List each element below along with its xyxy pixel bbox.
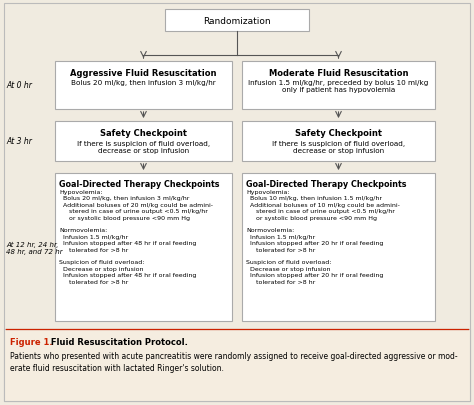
FancyBboxPatch shape: [4, 4, 470, 401]
Text: Patients who presented with acute pancreatitis were randomly assigned to receive: Patients who presented with acute pancre…: [10, 351, 457, 372]
FancyBboxPatch shape: [4, 329, 470, 401]
FancyBboxPatch shape: [242, 62, 435, 110]
FancyBboxPatch shape: [55, 62, 232, 110]
Text: If there is suspicion of fluid overload,
decrease or stop infusion: If there is suspicion of fluid overload,…: [272, 141, 405, 153]
Text: Safety Checkpoint: Safety Checkpoint: [295, 129, 382, 138]
Text: Goal-Directed Therapy Checkpoints: Goal-Directed Therapy Checkpoints: [59, 179, 219, 189]
Text: Bolus 20 ml/kg, then infusion 3 ml/kg/hr: Bolus 20 ml/kg, then infusion 3 ml/kg/hr: [71, 80, 216, 86]
Text: Aggressive Fluid Resuscitation: Aggressive Fluid Resuscitation: [70, 69, 217, 78]
FancyBboxPatch shape: [55, 122, 232, 162]
Text: Infusion 1.5 ml/kg/hr, preceded by bolus 10 ml/kg
only if patient has hypovolemi: Infusion 1.5 ml/kg/hr, preceded by bolus…: [248, 80, 428, 93]
FancyBboxPatch shape: [55, 174, 232, 321]
FancyBboxPatch shape: [242, 122, 435, 162]
Text: If there is suspicion of fluid overload,
decrease or stop infusion: If there is suspicion of fluid overload,…: [77, 141, 210, 153]
Text: At 3 hr: At 3 hr: [6, 137, 32, 146]
Text: Fluid Resuscitation Protocol.: Fluid Resuscitation Protocol.: [48, 337, 188, 346]
Text: Hypovolemia:
  Bolus 10 ml/kg, then infusion 1.5 ml/kg/hr
  Additional boluses o: Hypovolemia: Bolus 10 ml/kg, then infusi…: [246, 190, 400, 284]
Text: Safety Checkpoint: Safety Checkpoint: [100, 129, 187, 138]
Text: At 0 hr: At 0 hr: [6, 81, 32, 90]
Text: Hypovolemia:
  Bolus 20 ml/kg, then infusion 3 ml/kg/hr
  Additional boluses of : Hypovolemia: Bolus 20 ml/kg, then infusi…: [59, 190, 213, 284]
FancyBboxPatch shape: [242, 174, 435, 321]
Text: Goal-Directed Therapy Checkpoints: Goal-Directed Therapy Checkpoints: [246, 179, 407, 189]
Text: At 12 hr, 24 hr,
48 hr, and 72 hr: At 12 hr, 24 hr, 48 hr, and 72 hr: [6, 241, 63, 254]
FancyBboxPatch shape: [165, 10, 309, 32]
Text: Figure 1.: Figure 1.: [10, 337, 53, 346]
Text: Randomization: Randomization: [203, 17, 271, 26]
Text: Moderate Fluid Resuscitation: Moderate Fluid Resuscitation: [269, 69, 408, 78]
